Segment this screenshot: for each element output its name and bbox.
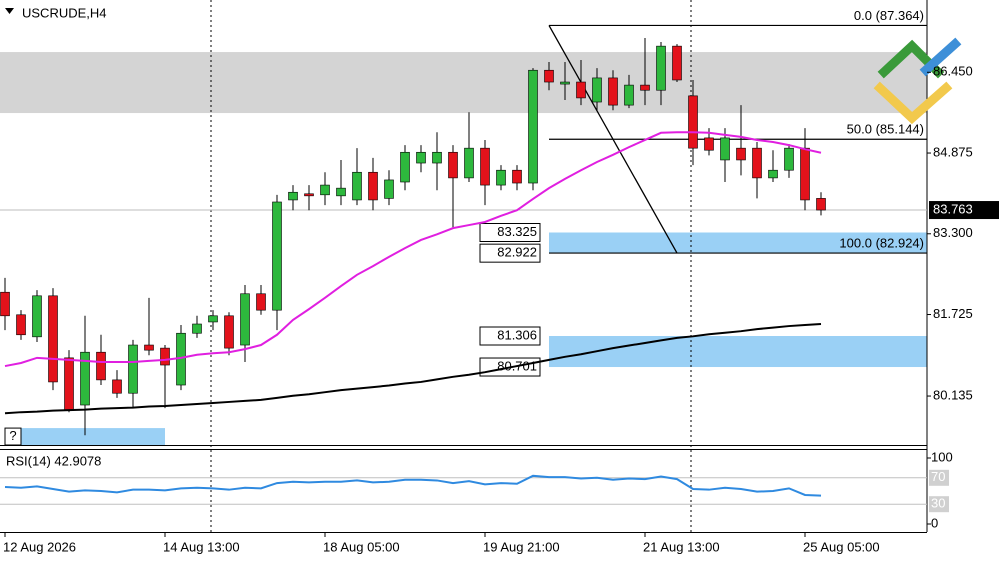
candle-body: [48, 295, 58, 383]
zone-bound-label: 81.306: [497, 327, 537, 342]
candle-body: [272, 201, 282, 311]
candle-body: [720, 137, 730, 161]
x-tick-label: 21 Aug 13:00: [643, 539, 720, 554]
moving-average: [4, 131, 822, 368]
candle-body: [0, 291, 10, 317]
candle-body: [544, 69, 554, 83]
zone-label: ?: [9, 428, 16, 443]
candle-body: [352, 171, 362, 201]
candle-body: [464, 147, 474, 179]
candle-body: [432, 151, 442, 164]
candle-body: [656, 45, 666, 91]
y-tick-label: 83.300: [933, 225, 973, 240]
rsi-title: RSI(14) 42.9078: [6, 453, 101, 468]
zone: [0, 52, 927, 114]
background-layer: [0, 52, 927, 445]
x-tick-label: 25 Aug 05:00: [803, 539, 880, 554]
candle-body: [128, 344, 138, 394]
candle-body: [480, 147, 490, 186]
candle-body: [256, 293, 266, 311]
fib-label: 0.0 (87.364): [854, 8, 924, 23]
zone-bound-label: 83.325: [497, 224, 537, 239]
zone: [549, 336, 927, 368]
candle-body: [704, 137, 714, 151]
y-tick-label: 86.450: [933, 64, 973, 79]
candle-body: [608, 77, 618, 106]
fib-label: 100.0 (82.924): [839, 235, 924, 250]
candle-body: [144, 344, 154, 351]
candle-body: [64, 357, 74, 411]
candle-body: [672, 45, 682, 81]
x-tick-label: 18 Aug 05:00: [323, 539, 400, 554]
candle-body: [752, 147, 762, 179]
candle-body: [688, 95, 698, 149]
candle-body: [448, 151, 458, 179]
zone: [21, 428, 165, 445]
candle-body: [112, 379, 122, 394]
y-tick-label: 81.725: [933, 306, 973, 321]
candle-body: [320, 184, 330, 196]
candle-body: [496, 169, 506, 186]
candle-body: [816, 198, 826, 211]
y-tick-label: 80.135: [933, 387, 973, 402]
candle-body: [304, 193, 314, 197]
candle-body: [624, 84, 634, 106]
candle-body: [96, 351, 106, 381]
candle-body: [736, 147, 746, 161]
candle-body: [240, 293, 250, 346]
candle-body: [192, 323, 202, 334]
candle-body: [800, 147, 810, 201]
y-tick-label: 70: [931, 469, 945, 484]
candle-body: [368, 171, 378, 201]
zone-bound-label: 82.922: [497, 245, 537, 260]
moving-average: [4, 323, 822, 415]
candle-body: [640, 84, 650, 91]
y-tick-label: 84.875: [933, 144, 973, 159]
candle-body: [288, 191, 298, 201]
last-price-label: 83.763: [933, 201, 973, 216]
zone-bound-box: [479, 222, 541, 242]
zone-bound-box: [479, 243, 541, 263]
x-tick-label: 12 Aug 2026: [3, 539, 76, 554]
candle-body: [384, 179, 394, 199]
rsi-line: [4, 474, 822, 497]
symbol-menu-icon[interactable]: [5, 8, 14, 14]
candle-body: [160, 347, 170, 366]
logo-part: [873, 81, 953, 125]
chart-title: USCRUDE,H4: [22, 5, 107, 20]
candle-body: [416, 151, 426, 164]
candle-body: [592, 77, 602, 103]
level-label-bg: [929, 469, 949, 486]
y-tick-label: 0: [931, 515, 938, 530]
logo-part: [919, 37, 962, 77]
candle-body: [400, 151, 410, 183]
zone-label-box: [4, 427, 22, 446]
candle-body: [208, 315, 218, 323]
x-tick-label: 14 Aug 13:00: [163, 539, 240, 554]
candle-body: [224, 315, 234, 349]
zone: [549, 232, 927, 254]
candle-body: [560, 81, 570, 85]
y-tick-label: 30: [931, 496, 945, 511]
level-label-bg: [929, 496, 949, 513]
candle-body: [32, 295, 42, 338]
y-tick-label: 100: [931, 449, 953, 464]
last-price-box: [929, 201, 999, 220]
zone-bound-box: [479, 326, 541, 346]
x-tick-label: 19 Aug 21:00: [483, 539, 560, 554]
fib-label: 50.0 (85.144): [847, 122, 924, 137]
candle-body: [768, 169, 778, 179]
candle-body: [576, 81, 586, 99]
candle-body: [512, 169, 522, 184]
candle-body: [16, 314, 26, 336]
logo: [873, 37, 962, 125]
candle-body: [784, 147, 794, 171]
candle-body: [336, 187, 346, 197]
candle-body: [80, 351, 90, 406]
candle-body: [528, 69, 538, 184]
